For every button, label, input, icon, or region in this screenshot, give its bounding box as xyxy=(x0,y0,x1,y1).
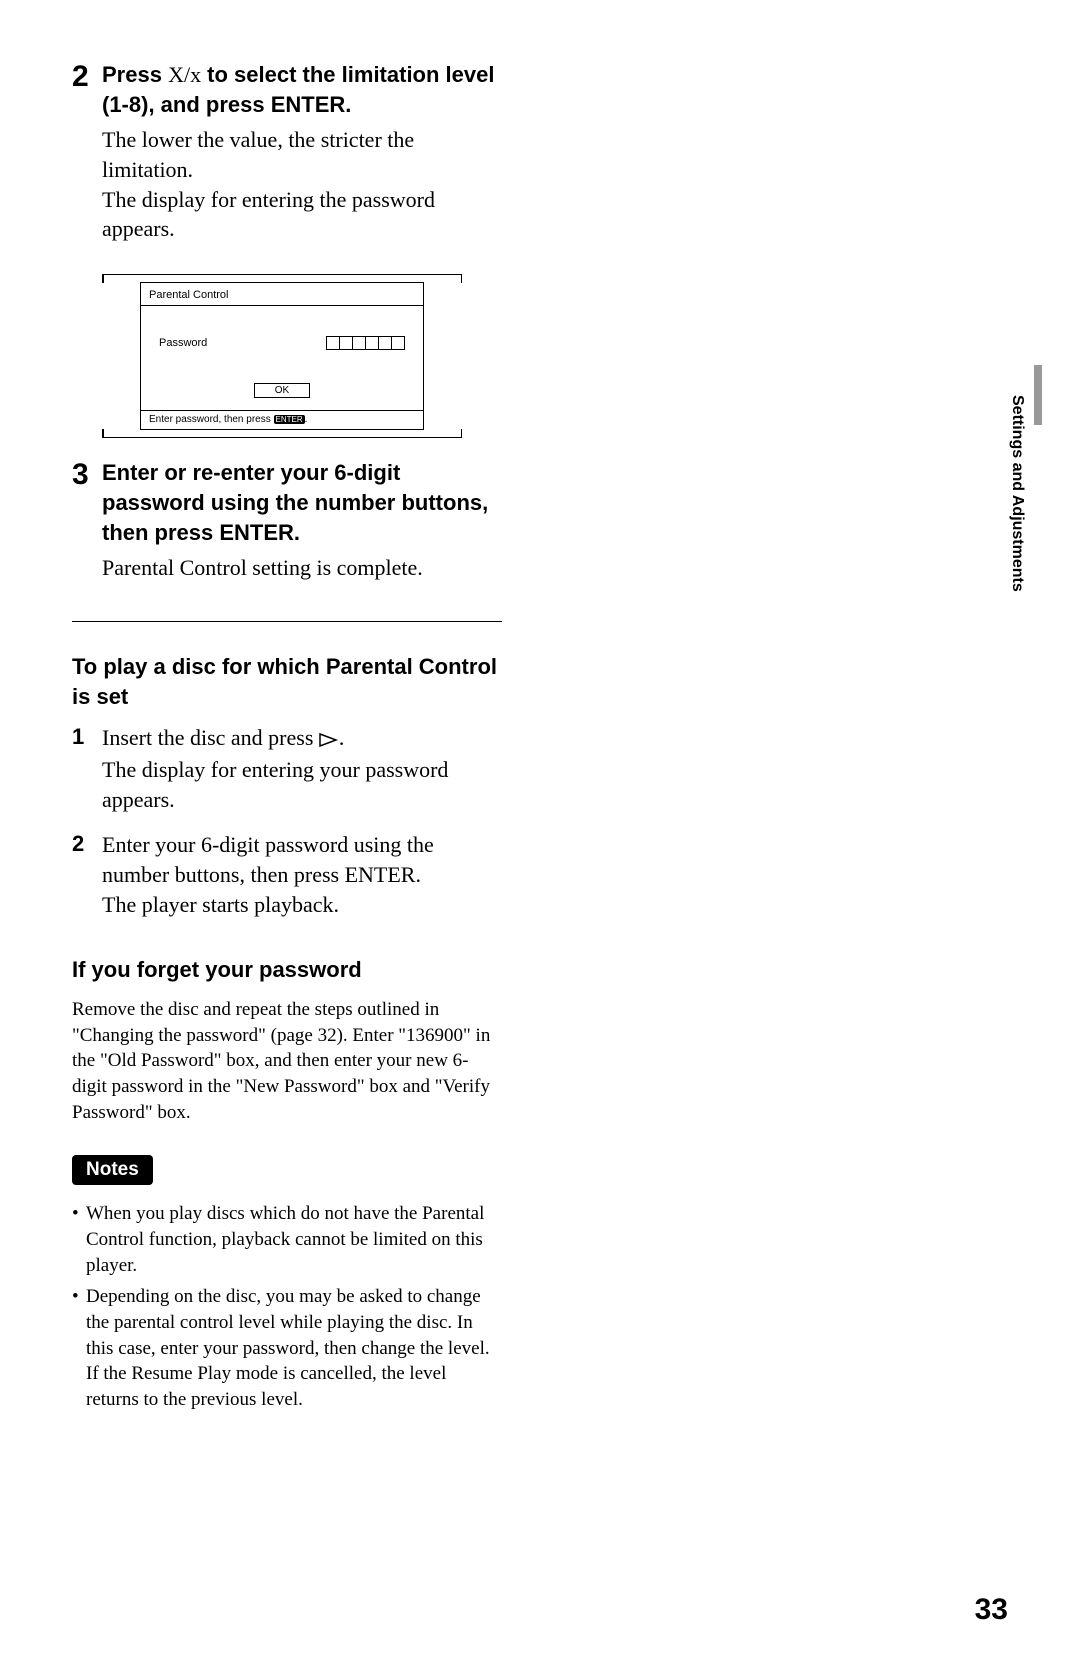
content-column: 2 Press X/x to select the limitation lev… xyxy=(72,60,502,1413)
step-heading: Press X/x to select the limitation level… xyxy=(102,60,502,119)
side-tab-marker xyxy=(1034,365,1042,425)
password-digit-box xyxy=(326,336,340,350)
note-item: When you play discs which do not have th… xyxy=(72,1201,502,1278)
substep-number: 2 xyxy=(72,830,102,919)
password-digit-box xyxy=(365,336,379,350)
heading-text: Press xyxy=(102,62,168,87)
text: . xyxy=(339,725,345,750)
manual-page: 2 Press X/x to select the limitation lev… xyxy=(0,0,1080,1677)
side-tab: Settings and Adjustments xyxy=(1008,395,1026,592)
screen-box: Parental Control Password OK xyxy=(140,282,424,430)
substep-line: The player starts playback. xyxy=(102,890,502,920)
screen-frame-top xyxy=(102,274,462,282)
notes-label: Notes xyxy=(72,1155,153,1185)
substep-line: Insert the disc and press . xyxy=(102,723,502,755)
screen-title: Parental Control xyxy=(141,289,423,306)
substep-content: Insert the disc and press . The display … xyxy=(102,723,502,814)
password-digit-box xyxy=(339,336,353,350)
screen-footer: Enter password, then press ENTER. xyxy=(141,410,423,425)
password-digit-box xyxy=(352,336,366,350)
note-item: Depending on the disc, you may be asked … xyxy=(72,1284,502,1412)
password-row: Password xyxy=(141,306,423,380)
substep-1: 1 Insert the disc and press . The displa… xyxy=(72,723,502,814)
step-number: 2 xyxy=(72,60,102,244)
text: Insert the disc and press xyxy=(102,725,319,750)
section-heading: If you forget your password xyxy=(72,955,502,985)
step-content: Enter or re-enter your 6-digit password … xyxy=(102,458,502,583)
password-digit-box xyxy=(391,336,405,350)
screen-frame-bottom xyxy=(102,430,462,438)
screen-diagram: Parental Control Password OK xyxy=(102,274,462,438)
password-label: Password xyxy=(159,337,326,349)
step-3: 3 Enter or re-enter your 6-digit passwor… xyxy=(72,458,502,583)
forget-body: Remove the disc and repeat the steps out… xyxy=(72,997,502,1125)
arrow-symbol: X/x xyxy=(168,62,201,87)
ok-row: OK xyxy=(141,380,423,410)
play-icon xyxy=(319,725,339,755)
footer-text: Enter password, then press xyxy=(149,414,274,425)
substep-2: 2 Enter your 6-digit password using the … xyxy=(72,830,502,919)
substep-line: Enter your 6-digit password using the nu… xyxy=(102,830,502,889)
body-line: The lower the value, the stricter the li… xyxy=(102,125,502,184)
step-body: Parental Control setting is complete. xyxy=(102,553,502,583)
step-heading: Enter or re-enter your 6-digit password … xyxy=(102,458,502,547)
step-content: Press X/x to select the limitation level… xyxy=(102,60,502,244)
step-2: 2 Press X/x to select the limitation lev… xyxy=(72,60,502,244)
substep-number: 1 xyxy=(72,723,102,814)
substep-content: Enter your 6-digit password using the nu… xyxy=(102,830,502,919)
page-number: 33 xyxy=(975,1593,1008,1627)
ok-button: OK xyxy=(254,383,310,398)
password-digit-box xyxy=(378,336,392,350)
notes-list: When you play discs which do not have th… xyxy=(72,1201,502,1412)
side-tab-text: Settings and Adjustments xyxy=(1008,395,1026,592)
step-body: The lower the value, the stricter the li… xyxy=(102,125,502,244)
section-divider xyxy=(72,621,502,622)
password-input-boxes xyxy=(326,336,405,350)
substep-line: The display for entering your password a… xyxy=(102,755,502,814)
body-line: The display for entering the password ap… xyxy=(102,185,502,244)
section-heading: To play a disc for which Parental Contro… xyxy=(72,652,502,711)
enter-badge: ENTER xyxy=(274,415,305,424)
step-number: 3 xyxy=(72,458,102,583)
